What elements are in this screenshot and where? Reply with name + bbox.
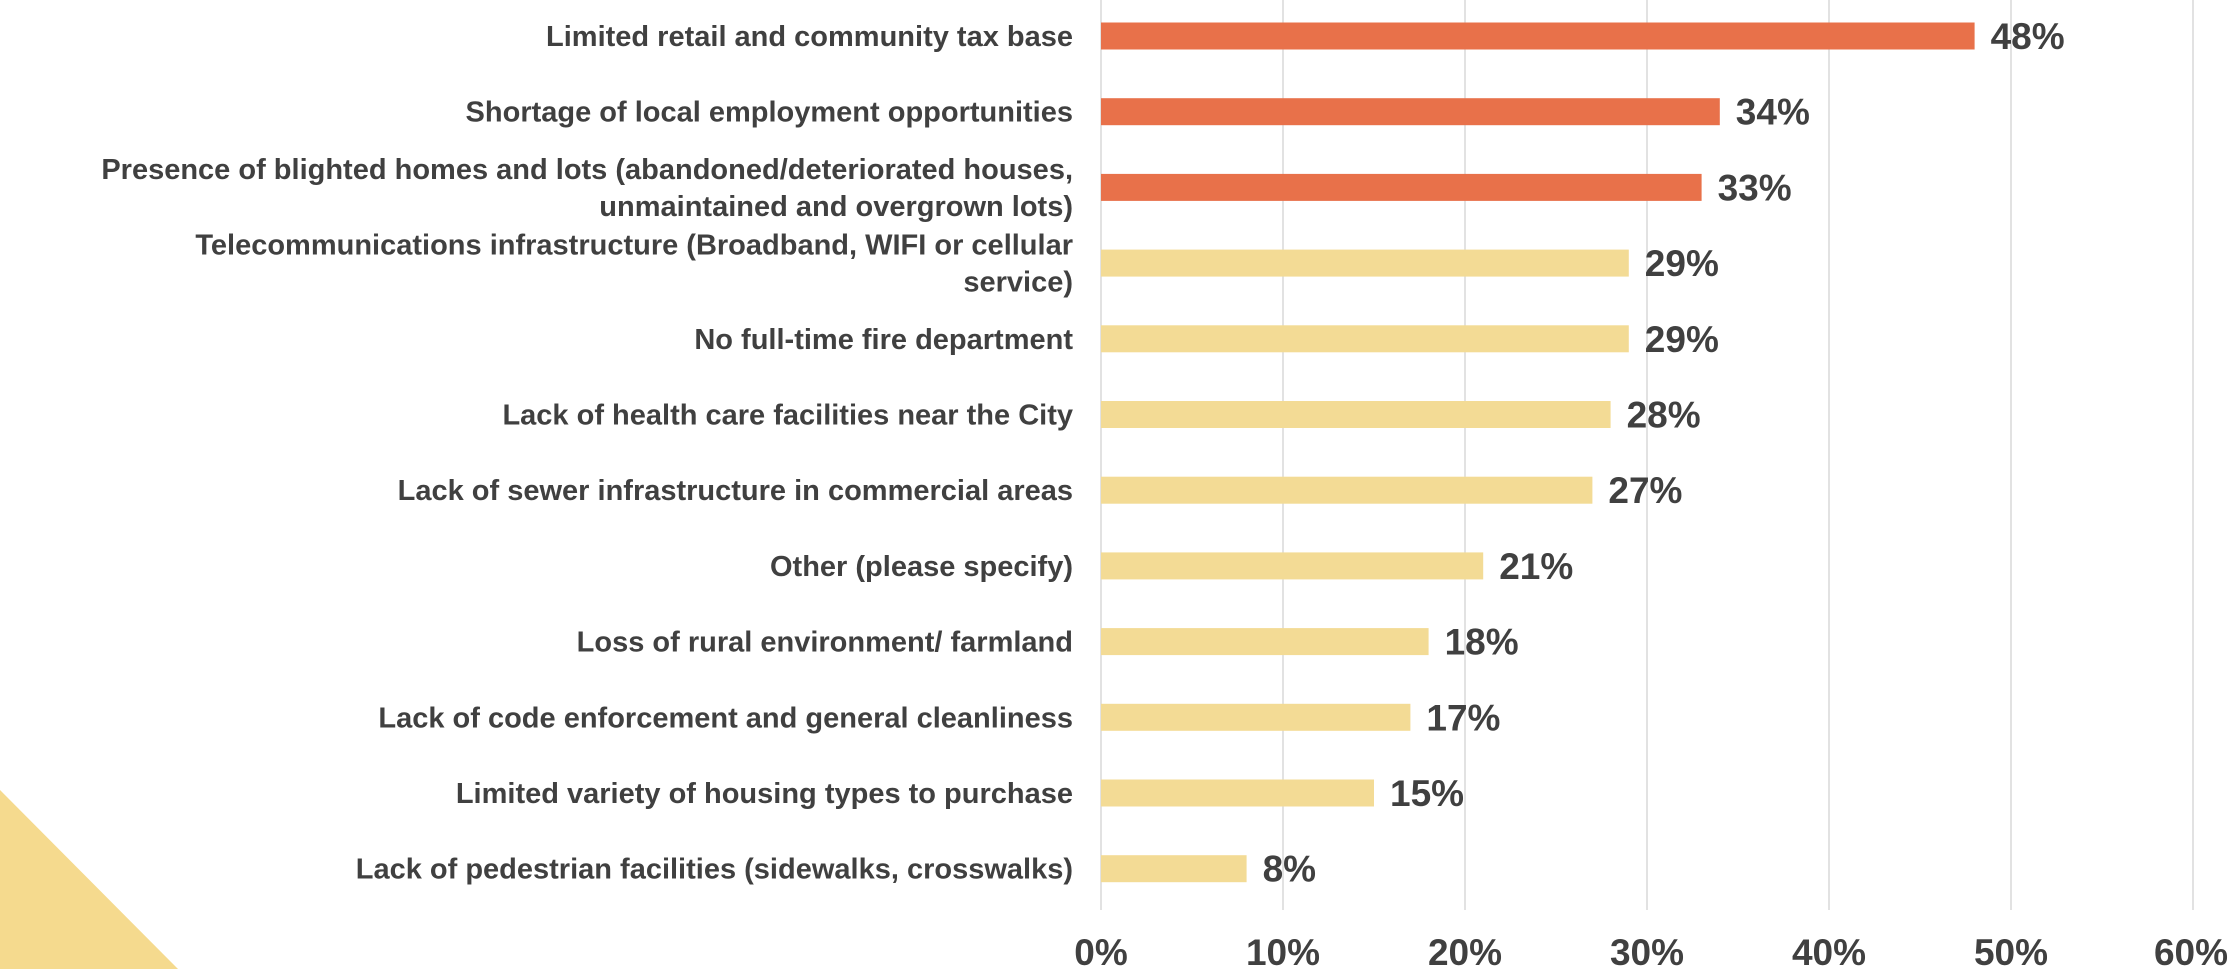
tick-label-3: 30% xyxy=(1610,932,1684,969)
tick-label-4: 40% xyxy=(1792,932,1866,969)
grid-lines xyxy=(1100,0,2194,910)
data-label-2: 33% xyxy=(1718,167,1792,208)
data-label-1: 34% xyxy=(1736,92,1810,133)
tick-label-2: 20% xyxy=(1428,932,1502,969)
category-label-11: Lack of pedestrian facilities (sidewalks… xyxy=(356,854,1073,886)
data-label-9: 17% xyxy=(1426,697,1500,738)
bar-9 xyxy=(1101,703,1411,731)
tick-label-1: 10% xyxy=(1246,932,1320,969)
bar-5 xyxy=(1101,401,1611,428)
category-label-5: Lack of health care facilities near the … xyxy=(502,400,1073,432)
category-label-9: Lack of code enforcement and general cle… xyxy=(378,702,1073,734)
category-label-3: Telecommunications infrastructure (Broad… xyxy=(195,230,1073,299)
data-label-10: 15% xyxy=(1390,773,1464,814)
bars xyxy=(1101,22,1975,883)
bar-1 xyxy=(1101,98,1720,126)
bar-11 xyxy=(1101,855,1247,883)
bar-0 xyxy=(1101,22,1975,50)
x-axis-tick-labels: 0% 10% 20% 30% 40% 50% 60% xyxy=(1074,932,2228,969)
category-labels: Limited retail and community tax base Sho… xyxy=(101,21,1073,886)
data-label-4: 29% xyxy=(1645,319,1719,360)
category-label-1: Shortage of local employment opportuniti… xyxy=(466,97,1073,129)
tick-label-6: 60% xyxy=(2154,932,2228,969)
category-label-7: Other (please specify) xyxy=(770,551,1073,583)
data-labels: 48% 34% 33% 29% 29% 28% 27% 21% 18% 17% 15% 8% xyxy=(1263,16,2065,890)
bar-4 xyxy=(1101,325,1629,353)
data-label-8: 18% xyxy=(1445,622,1519,663)
category-label-2: Presence of blighted homes and lots (aba… xyxy=(101,154,1073,223)
category-label-10: Limited variety of housing types to purc… xyxy=(456,778,1073,810)
bar-6 xyxy=(1101,476,1593,504)
data-label-7: 21% xyxy=(1499,546,1573,587)
data-label-5: 28% xyxy=(1627,395,1701,436)
category-label-6: Lack of sewer infrastructure in commerci… xyxy=(398,475,1073,507)
data-label-3: 29% xyxy=(1645,243,1719,284)
category-label-4: No full-time fire department xyxy=(694,324,1073,356)
bar-10 xyxy=(1101,779,1374,807)
data-label-11: 8% xyxy=(1263,849,1316,890)
data-label-6: 27% xyxy=(1608,470,1682,511)
category-label-8: Loss of rural environment/ farmland xyxy=(577,627,1073,659)
bar-7 xyxy=(1101,552,1484,580)
bar-2 xyxy=(1101,173,1702,201)
tick-label-0: 0% xyxy=(1074,932,1127,969)
tick-label-5: 50% xyxy=(1974,932,2048,969)
bar-8 xyxy=(1101,628,1429,656)
category-label-0: Limited retail and community tax base xyxy=(546,21,1073,53)
data-label-0: 48% xyxy=(1991,16,2065,57)
bar-3 xyxy=(1101,249,1629,277)
corner-decoration-triangle xyxy=(0,790,178,969)
